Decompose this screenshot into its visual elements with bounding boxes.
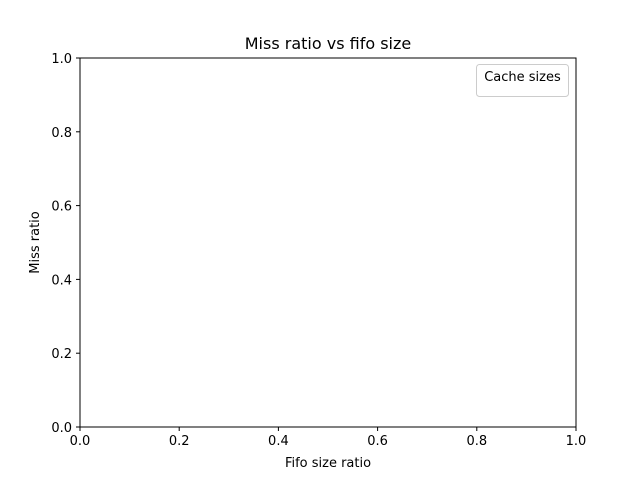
- x-axis-ticks: 0.0 0.2 0.4 0.6 0.8 1.0: [70, 427, 587, 449]
- plot-area: [79, 57, 577, 428]
- legend-title: Cache sizes: [484, 70, 561, 85]
- y-tick-label: 0.2: [51, 347, 72, 362]
- legend-box: [476, 64, 569, 97]
- x-tick-label: 0.2: [169, 434, 190, 449]
- y-axis-label: Miss ratio: [28, 211, 43, 274]
- y-tick-label: 0.4: [51, 273, 72, 288]
- x-axis-label: Fifo size ratio: [285, 456, 371, 471]
- x-tick-label: 1.0: [566, 434, 587, 449]
- plot-frame: [79, 57, 577, 428]
- x-tick-label: 0.8: [466, 434, 487, 449]
- plot-background: [80, 58, 576, 427]
- x-tick-label: 0.6: [367, 434, 388, 449]
- y-tick-label: 0.6: [51, 200, 72, 215]
- legend: Cache sizes: [476, 64, 569, 97]
- y-axis-ticks: 0.0 0.2 0.4 0.6 0.8 1.0: [51, 52, 80, 436]
- y-tick-label: 1.0: [51, 52, 72, 67]
- y-tick-label: 0.0: [51, 421, 72, 436]
- x-tick-label: 0.0: [70, 434, 91, 449]
- chart-title: Miss ratio vs fifo size: [245, 34, 411, 53]
- y-tick-label: 0.8: [51, 126, 72, 141]
- x-tick-label: 0.4: [268, 434, 289, 449]
